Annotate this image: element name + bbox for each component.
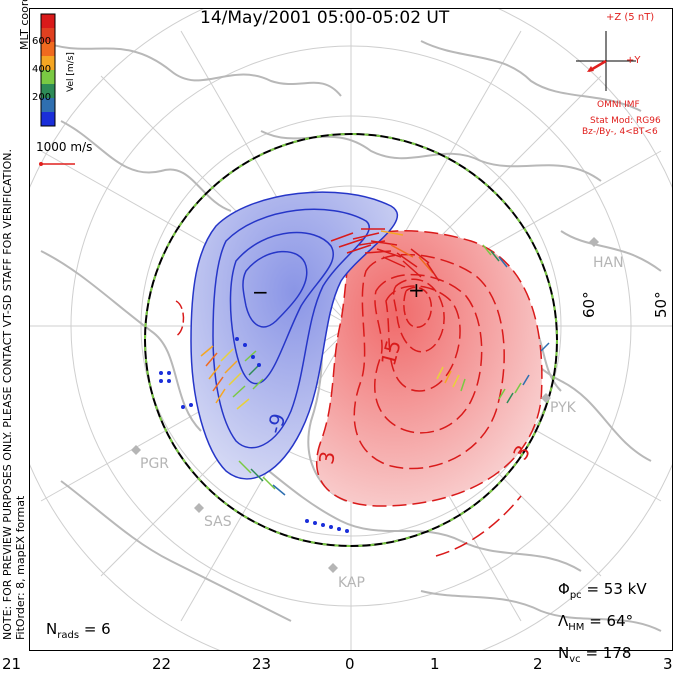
- mlt-label-22: 22: [152, 655, 172, 673]
- map-title: 14/May/2001 05:00-05:02 UT: [200, 8, 450, 28]
- scale-vector-label: 1000 m/s: [36, 140, 93, 154]
- colorbar-tick-200: 200: [32, 92, 52, 103]
- station-label-sas: SAS: [204, 514, 232, 530]
- velocity-colorbar: [40, 13, 56, 127]
- mlt-label-21: 21: [2, 655, 22, 673]
- coastlines: [40, 40, 662, 632]
- preview-warning-text: NOTE: FOR PREVIEW PURPOSES ONLY. PLEASE …: [1, 148, 14, 640]
- station-label-pgr: PGR: [140, 456, 170, 472]
- imf-z-label: +Z (5 nT): [606, 12, 655, 23]
- preview-note: NOTE: FOR PREVIEW PURPOSES ONLY. PLEASE …: [1, 40, 27, 640]
- imf-clock-dial: [576, 31, 636, 91]
- velocity-vectors-dusk: [200, 345, 286, 496]
- mlt-label-3: 3: [663, 655, 673, 673]
- radar-station-markers: [131, 237, 599, 573]
- fit-order-text: FitOrder: 8, mapEX format: [14, 495, 27, 640]
- potential-maximum-marker: +: [408, 278, 425, 302]
- vector-count: Nvc = 178: [558, 644, 632, 665]
- potential-minimum-marker: −: [252, 280, 269, 304]
- latitude-label-60: 60°: [580, 291, 598, 318]
- hm-boundary-latitude: ΛHM = 64°: [558, 612, 634, 633]
- velocity-vectors-dayside: [330, 228, 440, 282]
- scale-vector: [39, 162, 75, 166]
- positive-potential-cell: [175, 230, 543, 557]
- mlt-label-2: 2: [533, 655, 543, 673]
- convection-map: [30, 9, 672, 650]
- mlt-label-0: 0: [345, 655, 355, 673]
- radar-count: Nrads = 6: [46, 620, 111, 641]
- mlt-label-1: 1: [430, 655, 440, 673]
- latitude-label-50: 50°: [652, 291, 670, 318]
- coordinate-system-label: MLT coordinates: [18, 0, 31, 50]
- station-label-pyk: PYK: [550, 400, 576, 416]
- imf-y-label: +Y: [626, 55, 641, 66]
- station-label-kap: KAP: [338, 575, 365, 591]
- mlt-label-23: 23: [252, 655, 272, 673]
- imf-condition-label: Bz-/By-, 4<BT<6: [582, 127, 658, 137]
- stat-model-label: Stat Mod: RG96: [590, 116, 661, 126]
- velocity-vectors-dawn: [436, 244, 550, 404]
- colorbar-tick-400: 400: [32, 64, 52, 75]
- cross-polar-potential: Φpc = 53 kV: [558, 580, 647, 601]
- negative-potential-cell: [190, 191, 399, 480]
- colorbar-tick-600: 600: [32, 36, 52, 47]
- imf-source-label: OMNI IMF: [597, 100, 640, 110]
- map-frame: [29, 8, 673, 651]
- colorbar-unit-label: Vel [m/s]: [66, 52, 76, 92]
- low-velocity-dots: [159, 337, 349, 533]
- station-label-han: HAN: [593, 255, 624, 271]
